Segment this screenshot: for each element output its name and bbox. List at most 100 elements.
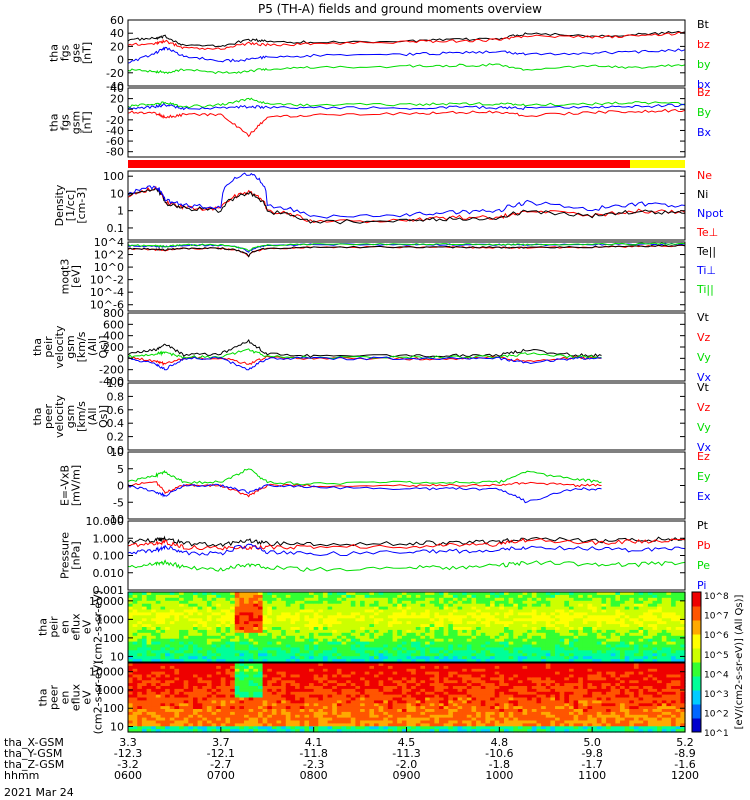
spectrogram-cell [216,618,222,622]
spectrogram-cell [369,592,375,596]
spectrogram-cell [220,638,226,643]
spectrogram-cell [141,615,148,619]
spectrogram-cell [573,609,579,613]
spectrogram-cell [466,632,472,637]
spectrogram-cell [411,720,417,724]
spectrogram-cell [476,711,482,716]
spectrogram-cell [132,714,138,719]
spectrogram-cell [378,635,384,640]
spectrogram-cell [383,691,389,696]
spectrogram-cell [592,641,598,646]
spectrogram-cell [234,723,240,727]
spectrogram-cell [360,668,366,673]
spectrogram-cell [165,665,171,670]
spectrogram-cell [587,644,593,648]
spectrogram-cell [364,700,370,704]
spectrogram-cell [267,650,273,654]
spectrogram-cell [220,663,226,667]
spectrogram-cell [471,674,477,678]
spectrogram-cell [244,691,250,696]
spectrogram-cell [146,618,152,622]
spectrogram-cell [587,659,593,663]
spectrogram-cell [462,706,468,710]
spectrogram-cell [244,592,250,596]
spectrogram-cell [174,668,180,673]
spectrogram-cell [541,653,547,657]
spectrogram-cell [304,615,310,619]
spectrogram-cell [485,597,491,602]
spectrogram-cell [276,600,282,605]
spectrogram-cell [425,621,431,625]
spectrogram-cell [318,659,324,663]
spectrogram-cell [220,627,226,631]
spectrogram-cell [132,706,138,710]
spectrogram-cell [476,714,482,719]
spectrogram-cell [197,668,203,673]
spectrogram-cell [592,629,598,634]
spectrogram-cell [480,711,486,716]
spectrogram-cell [573,647,579,651]
spectrogram-cell [169,677,175,681]
spectrogram-cell [309,663,315,667]
spectrogram-cell [295,663,301,667]
spectrogram-cell [397,612,403,616]
legend-entry: Vy [697,421,711,434]
spectrogram-cell [346,717,352,722]
spectrogram-cell [387,592,394,596]
spectrogram-cell [165,644,171,648]
spectrogram-cell [457,709,463,713]
spectrogram-cell [671,606,677,611]
spectrogram-cell [629,600,635,605]
spectrogram-cell [420,694,426,699]
spectrogram-cell [360,711,366,716]
spectrogram-cell [555,627,561,631]
spectrogram-cell [225,714,231,719]
spectrogram-cell [230,624,236,628]
spectrogram-cell [262,635,268,640]
spectrogram-cell [657,647,663,651]
spectrogram-cell [132,680,138,684]
spectrogram-cell [494,618,500,622]
spectrogram-cell [541,609,547,613]
spectrogram-cell [457,723,463,727]
spectrogram-cell [369,635,375,640]
spectrogram-cell [499,594,505,599]
spectrogram-cell [508,597,514,602]
spectrogram-cell [318,621,324,625]
spectrogram-cell [378,688,384,693]
spectrogram-cell [401,603,408,608]
spectrogram-cell [332,677,338,681]
spectrogram-cell [452,703,459,707]
spectrogram-cell [327,726,333,730]
spectrogram-cell [174,653,180,657]
spectrogram-cell [253,621,259,625]
spectrogram-cell [406,711,412,716]
mode-bar-fast [128,160,630,168]
spectrogram-cell [211,723,217,727]
spectrogram-cell [174,723,180,727]
spectrogram-cell [285,635,291,640]
spectrogram-cell [290,647,296,651]
spectrogram-cell [193,647,199,651]
series-line-Ex [127,483,602,504]
spectrogram-cell [550,615,556,619]
spectrogram-cell [434,629,440,634]
spectrogram-cell [582,659,589,663]
spectrogram-cell [578,627,584,631]
spectrogram-cell [360,635,366,640]
spectrogram-cell [471,618,477,622]
spectrogram-cell [624,647,630,651]
spectrogram-cell [490,600,496,605]
spectrogram-cell [179,653,185,657]
spectrogram-cell [230,615,236,619]
spectrogram-cell [230,659,236,663]
spectrogram-cell [374,677,380,681]
spectrogram-cell [615,641,621,646]
spectrogram-cell [188,686,194,690]
spectrogram-cell [680,659,686,663]
spectrogram-cell [216,694,222,699]
spectrogram-cell [550,632,556,637]
spectrogram-cell [448,663,454,667]
spectrogram-cell [527,635,533,640]
spectrogram-cell [322,609,329,613]
